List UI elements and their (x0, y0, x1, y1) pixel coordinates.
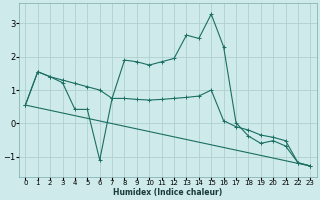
X-axis label: Humidex (Indice chaleur): Humidex (Indice chaleur) (113, 188, 222, 197)
